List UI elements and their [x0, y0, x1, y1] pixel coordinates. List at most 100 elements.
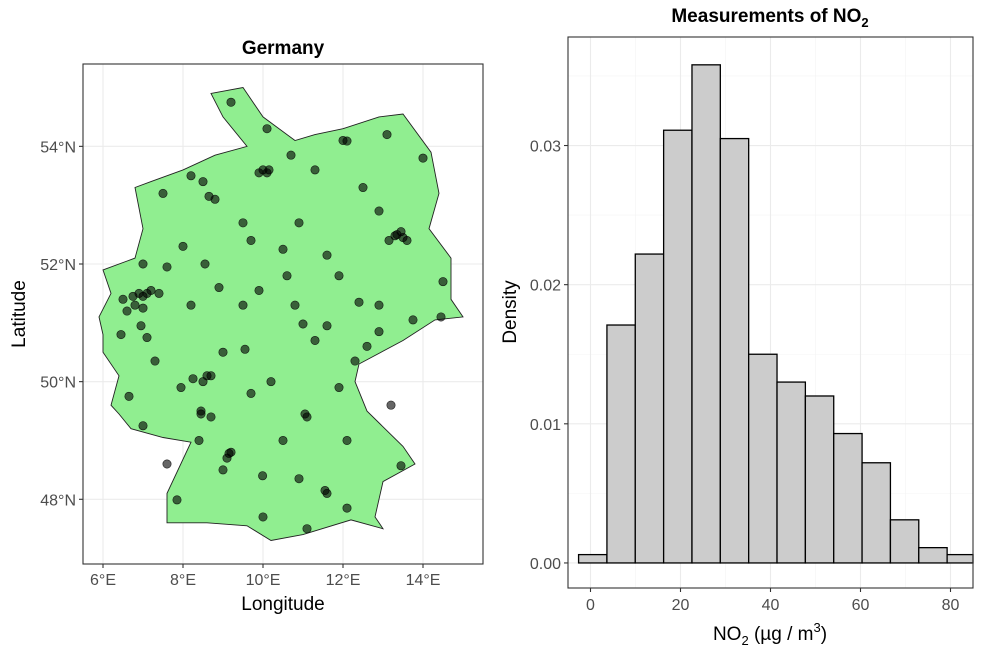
station-point — [142, 333, 152, 343]
station-point — [294, 218, 304, 228]
station-point — [294, 474, 304, 484]
station-point — [238, 300, 248, 310]
station-point — [396, 461, 406, 471]
histogram-x-tick-label: 60 — [852, 597, 870, 614]
map-y-tick-label: 52°N — [40, 257, 76, 274]
histogram-x-tick-label: 20 — [672, 597, 690, 614]
histogram-chart: Measurements of NO2 0 20 40 60 80 0.00 0.01 0.0… — [500, 6, 974, 648]
station-point — [222, 453, 232, 463]
station-point — [240, 344, 250, 354]
map-x-tick-label: 14°E — [406, 572, 441, 589]
station-point — [298, 319, 308, 329]
map-x-tick-label: 6°E — [90, 572, 116, 589]
map-points — [116, 97, 448, 534]
histogram-x-tick-label: 40 — [762, 597, 780, 614]
station-point — [262, 124, 272, 134]
histogram-bar — [776, 381, 807, 564]
station-point — [218, 347, 228, 357]
station-point — [310, 335, 320, 345]
histogram-bar — [748, 353, 778, 564]
map-y-tick-label: 50°N — [40, 375, 76, 392]
map-panel-border — [82, 63, 484, 565]
station-point — [200, 259, 210, 269]
station-point — [278, 435, 288, 445]
station-point — [214, 283, 224, 293]
station-point — [172, 495, 182, 505]
station-point — [390, 231, 400, 241]
station-point — [176, 383, 186, 393]
station-point — [226, 97, 236, 107]
station-point — [136, 321, 146, 331]
station-point — [206, 412, 216, 422]
histogram-bar — [606, 324, 636, 564]
station-point — [198, 177, 208, 187]
histogram-bar — [691, 64, 721, 564]
station-point — [266, 377, 276, 387]
station-point — [290, 300, 300, 310]
station-point — [162, 262, 172, 272]
station-point — [322, 250, 332, 260]
station-point — [178, 241, 188, 251]
histogram-bar — [634, 253, 665, 564]
station-point — [138, 421, 148, 431]
station-point — [158, 188, 168, 198]
station-point — [138, 259, 148, 269]
station-point — [436, 312, 446, 322]
station-point — [342, 136, 352, 146]
station-point — [138, 303, 148, 313]
station-point — [146, 285, 156, 295]
station-point — [354, 297, 364, 307]
station-point — [258, 512, 268, 522]
station-point — [186, 300, 196, 310]
station-point — [238, 218, 248, 228]
station-point — [322, 488, 332, 498]
histogram-y-tick-label: 0.00 — [530, 556, 561, 573]
map-x-tick-label: 8°E — [170, 572, 196, 589]
histogram-axes: 0 20 40 60 80 0.00 0.01 0.02 0.03 — [530, 139, 960, 614]
histogram-bar — [577, 553, 608, 564]
map-y-axis-title: Latitude — [9, 280, 30, 348]
station-point — [334, 271, 344, 281]
station-point — [302, 524, 312, 534]
histogram-bar — [662, 129, 693, 564]
station-point — [418, 153, 428, 163]
station-point — [384, 235, 394, 245]
station-point — [278, 244, 288, 254]
station-point — [310, 165, 320, 175]
station-point — [116, 330, 126, 340]
germany-land — [98, 87, 464, 541]
station-point — [402, 235, 412, 245]
station-point — [246, 235, 256, 245]
histogram-bar — [889, 519, 920, 564]
station-point — [188, 374, 198, 384]
histogram-bar — [918, 546, 948, 564]
station-point — [382, 130, 392, 140]
map-x-tick-label: 10°E — [246, 572, 281, 589]
histogram-bars — [577, 64, 974, 564]
station-point — [302, 412, 312, 422]
station-point — [362, 341, 372, 351]
station-point — [408, 315, 418, 325]
station-point — [162, 459, 172, 469]
histogram-x-tick-label: 0 — [586, 597, 595, 614]
station-point — [122, 306, 132, 316]
station-point — [374, 327, 384, 337]
station-point — [154, 288, 164, 298]
histogram-y-tick-label: 0.02 — [530, 278, 561, 295]
map-x-tick-label: 12°E — [326, 572, 361, 589]
map-chart: Germany 6°E 8°E 10°E 12°E 14°E 48°N 50°N 52°N 54… — [9, 38, 484, 615]
station-point — [254, 285, 264, 295]
histogram-y-tick-label: 0.01 — [530, 417, 561, 434]
map-title: Germany — [242, 38, 325, 59]
station-point — [186, 171, 196, 181]
station-point — [334, 383, 344, 393]
station-point — [286, 150, 296, 160]
station-point — [194, 435, 204, 445]
station-point — [196, 409, 206, 419]
station-point — [118, 294, 128, 304]
station-point — [342, 435, 352, 445]
station-point — [204, 191, 214, 201]
map-y-tick-label: 54°N — [40, 139, 76, 156]
map-axes: 6°E 8°E 10°E 12°E 14°E 48°N 50°N 52°N 54°N — [40, 139, 440, 589]
station-point — [150, 356, 160, 366]
